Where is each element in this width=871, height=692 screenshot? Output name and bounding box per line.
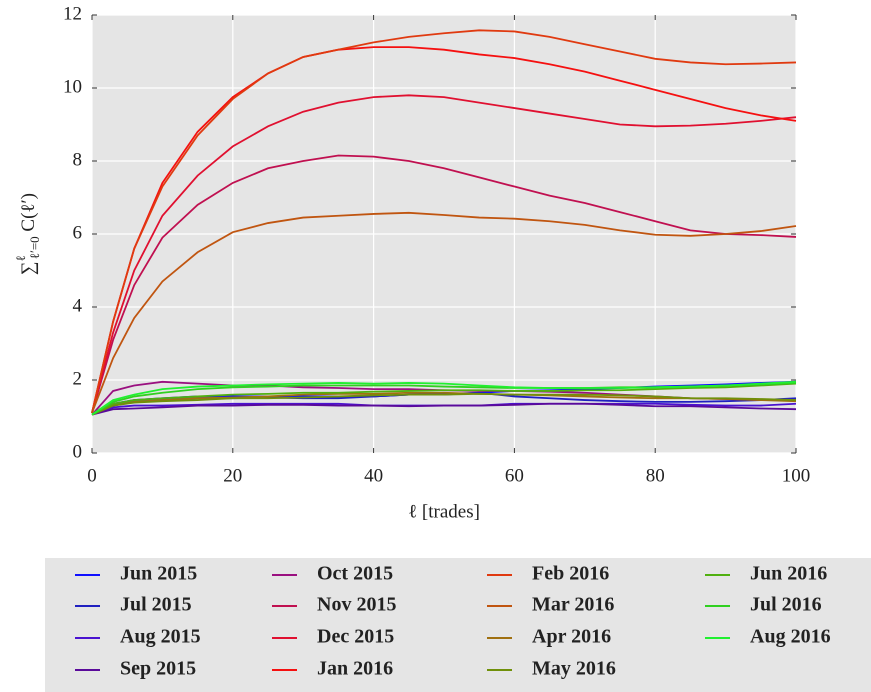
series-line	[91, 94, 797, 414]
legend-label: Nov 2015	[317, 594, 396, 616]
y-tick-label: 0	[73, 441, 83, 462]
y-tick-label: 6	[73, 222, 83, 243]
y-axis-label: ∑ℓℓ′=0 C(ℓ′)	[13, 193, 42, 275]
y-label-term: C(ℓ′)	[18, 193, 39, 236]
series-line	[91, 382, 797, 416]
series-line	[91, 391, 797, 416]
y-tick-label: 8	[73, 149, 83, 170]
y-label-sup: ℓ	[13, 255, 28, 261]
y-tick-label: 12	[63, 3, 82, 24]
legend-label: Mar 2016	[532, 594, 614, 616]
y-tick-label: 2	[73, 368, 83, 389]
legend-label: Jul 2016	[750, 594, 822, 616]
legend-label: Feb 2016	[532, 563, 609, 585]
series-line	[91, 380, 797, 416]
legend-label: Aug 2015	[120, 626, 201, 648]
x-tick-label: 0	[87, 465, 97, 486]
series-line	[91, 154, 797, 414]
legend	[45, 558, 871, 692]
legend-label: May 2016	[532, 658, 616, 680]
legend-label: Dec 2015	[317, 626, 394, 648]
legend-label: Sep 2015	[120, 658, 196, 680]
legend-label: Oct 2015	[317, 563, 393, 585]
legend-entries: Jun 2015 Jul 2015 Aug 2015 Sep 2015 Oct 2015…	[75, 563, 831, 680]
legend-label: Jan 2016	[317, 658, 393, 680]
x-tick-label: 80	[646, 465, 665, 486]
y-tick-label: 10	[63, 76, 82, 97]
y-label-sum: ∑	[18, 261, 39, 275]
axes: 0 2 4 6 8 10 12 0 20 40 60 80 100	[63, 3, 810, 486]
series-line	[91, 392, 797, 416]
series-line	[91, 211, 797, 414]
legend-label: Jun 2015	[120, 563, 197, 585]
legend-label: Apr 2016	[532, 626, 611, 648]
legend-label: Jun 2016	[750, 563, 827, 585]
y-tick-label: 4	[73, 295, 83, 316]
x-tick-label: 60	[505, 465, 524, 486]
x-tick-label: 40	[364, 465, 383, 486]
y-label-sub: ℓ′=0	[27, 236, 42, 259]
x-tick-label: 20	[223, 465, 242, 486]
x-axis-label: ℓ [trades]	[408, 501, 480, 522]
lines	[91, 29, 797, 416]
legend-label: Jul 2015	[120, 594, 192, 616]
x-tick-label: 100	[782, 465, 811, 486]
series-line	[91, 46, 797, 414]
series-line	[91, 29, 797, 414]
legend-label: Aug 2016	[750, 626, 831, 648]
series-line	[91, 402, 797, 416]
